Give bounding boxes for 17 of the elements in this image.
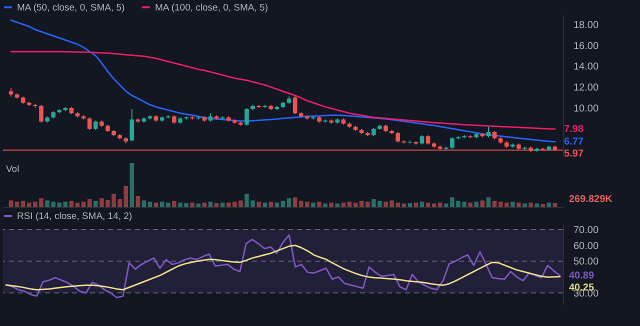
text: Vol [6,164,20,175]
y-tick-label: 70.00 [574,225,599,236]
data-label: 6.77 [564,136,584,148]
legend-label: MA (50, close, 0, SMA, 5) [17,2,125,14]
y-tick-label: 50.00 [574,256,599,268]
y-tick-label: 16.00 [574,40,599,52]
y-tick-label: 12.00 [574,82,599,94]
y-tick-label: 18.00 [574,20,599,31]
y-tick-label: 60.00 [574,240,599,252]
data-label: 7.98 [564,124,584,136]
text: 269.829K [569,194,614,205]
legend-label: RSI (14, close, SMA, 14, 2) [17,211,132,222]
y-tick-label: 14.00 [574,62,599,73]
data-label: 40.89 [569,270,594,282]
y-tick-label: 10.00 [574,103,599,114]
legend-label: MA (100, close, 0, SMA, 5) [155,2,268,14]
ref-line-label: 5.97 [564,148,584,160]
